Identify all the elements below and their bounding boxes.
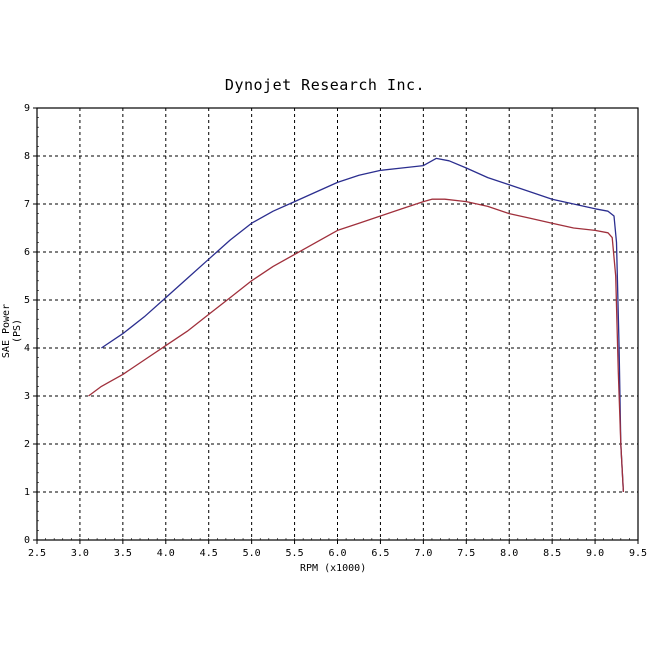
y-tick-label: 9	[24, 103, 30, 114]
y-tick-label: 6	[24, 247, 30, 258]
x-tick-label: 9.0	[586, 548, 604, 559]
x-tick-label: 2.5	[28, 548, 46, 559]
y-tick-label: 4	[24, 343, 30, 354]
x-tick-label: 7.5	[457, 548, 475, 559]
y-tick-label: 7	[24, 199, 30, 210]
y-tick-label: 5	[24, 295, 30, 306]
y-tick-label: 3	[24, 391, 30, 402]
x-tick-label: 3.0	[71, 548, 89, 559]
y-axis-label: SAE Power (PS)	[1, 303, 23, 359]
x-tick-label: 8.5	[543, 548, 561, 559]
chart-title: Dynojet Research Inc.	[224, 76, 426, 94]
series-line-1	[101, 157, 625, 493]
y-tick-label: 0	[24, 535, 30, 546]
series-line-2	[88, 198, 625, 493]
y-tick-label: 8	[24, 151, 30, 162]
y-tick-label: 1	[24, 487, 30, 498]
x-tick-label: 8.0	[500, 548, 518, 559]
x-tick-label: 6.0	[328, 548, 346, 559]
x-tick-label: 7.0	[414, 548, 432, 559]
x-tick-label: 4.5	[200, 548, 218, 559]
x-tick-label: 5.5	[286, 548, 304, 559]
y-tick-label: 2	[24, 439, 30, 450]
x-tick-label: 3.5	[114, 548, 132, 559]
x-tick-label: 6.5	[371, 548, 389, 559]
x-tick-label: 4.0	[157, 548, 175, 559]
x-axis-label: RPM (x1000)	[300, 563, 367, 574]
x-tick-label: 5.0	[243, 548, 261, 559]
x-tick-label: 9.5	[629, 548, 647, 559]
